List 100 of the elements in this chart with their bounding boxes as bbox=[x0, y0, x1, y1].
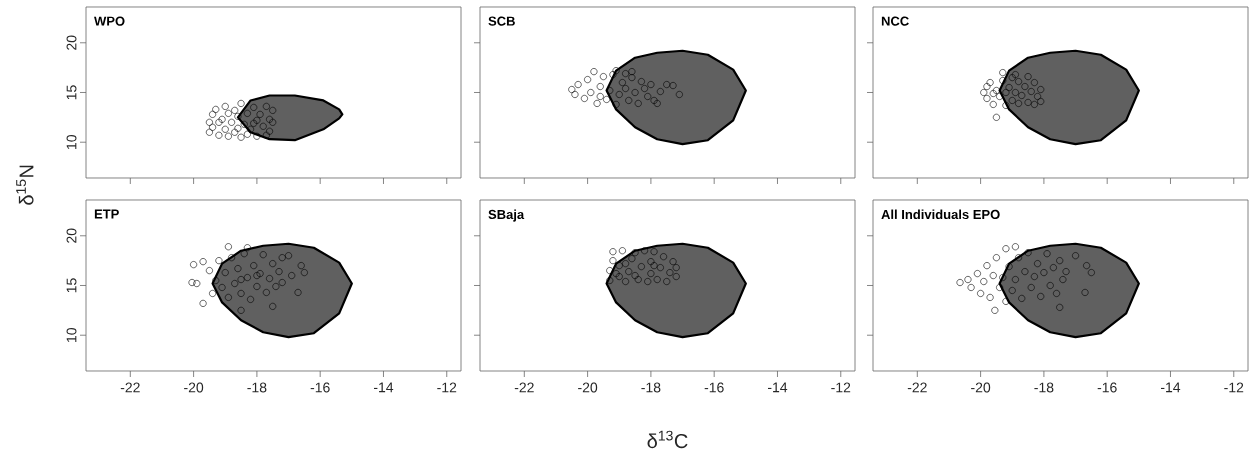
point bbox=[1018, 294, 1026, 302]
point bbox=[606, 277, 614, 285]
point bbox=[967, 283, 975, 291]
point bbox=[1034, 92, 1042, 100]
point bbox=[237, 276, 245, 284]
point bbox=[1081, 288, 1089, 296]
point bbox=[663, 81, 671, 89]
point bbox=[221, 269, 229, 277]
point bbox=[294, 288, 302, 296]
point bbox=[231, 128, 239, 136]
point bbox=[212, 277, 220, 285]
point bbox=[641, 85, 649, 93]
point bbox=[991, 306, 999, 314]
point bbox=[218, 115, 226, 123]
point bbox=[247, 295, 255, 303]
point bbox=[278, 254, 286, 262]
point bbox=[1087, 269, 1095, 277]
point bbox=[250, 262, 258, 270]
point bbox=[1008, 286, 1016, 294]
point bbox=[212, 105, 220, 113]
point bbox=[231, 280, 239, 288]
point bbox=[973, 270, 981, 278]
point bbox=[193, 280, 201, 288]
point bbox=[1008, 96, 1016, 104]
x-tick-label: -22 bbox=[120, 382, 140, 393]
point bbox=[590, 68, 598, 76]
point bbox=[989, 89, 997, 97]
point bbox=[1021, 83, 1029, 91]
point bbox=[628, 68, 636, 76]
y-tick-label: 20 bbox=[66, 35, 77, 50]
point bbox=[221, 102, 229, 110]
point bbox=[647, 81, 655, 89]
point bbox=[1046, 282, 1054, 289]
point bbox=[1034, 260, 1042, 268]
point bbox=[1037, 97, 1045, 105]
point bbox=[999, 69, 1007, 77]
point bbox=[218, 283, 226, 291]
point bbox=[1056, 257, 1064, 265]
point bbox=[259, 251, 267, 259]
point bbox=[1083, 262, 1091, 270]
point bbox=[250, 119, 258, 127]
point bbox=[631, 272, 639, 280]
point bbox=[224, 132, 232, 140]
point bbox=[228, 118, 236, 126]
point bbox=[215, 131, 223, 139]
point bbox=[599, 73, 607, 81]
point bbox=[256, 110, 264, 118]
point bbox=[571, 90, 579, 98]
x-tick-label: -14 bbox=[1160, 382, 1181, 393]
point bbox=[272, 282, 280, 290]
point bbox=[637, 263, 645, 271]
point bbox=[1011, 89, 1019, 96]
text: WPO bbox=[94, 16, 125, 26]
point bbox=[622, 85, 630, 93]
point bbox=[278, 279, 286, 287]
point bbox=[209, 123, 217, 131]
point bbox=[603, 95, 611, 103]
point bbox=[228, 254, 236, 262]
point bbox=[622, 70, 630, 78]
point bbox=[992, 113, 1000, 121]
point bbox=[1024, 98, 1032, 106]
point bbox=[628, 74, 636, 82]
point bbox=[653, 276, 661, 284]
point bbox=[574, 81, 582, 89]
point bbox=[992, 254, 1000, 262]
point bbox=[1040, 269, 1048, 277]
text: All Individuals EPO bbox=[881, 209, 1000, 220]
point bbox=[253, 116, 261, 124]
point bbox=[1024, 249, 1032, 257]
y-tick-label: 10 bbox=[66, 327, 77, 342]
point bbox=[656, 88, 664, 95]
x-tick-label: -22 bbox=[907, 382, 927, 393]
point bbox=[259, 122, 267, 130]
point bbox=[240, 120, 248, 128]
point bbox=[641, 247, 649, 255]
point bbox=[653, 99, 661, 107]
point bbox=[209, 289, 217, 297]
point bbox=[1030, 100, 1038, 108]
point bbox=[224, 293, 232, 301]
point bbox=[647, 270, 655, 278]
point bbox=[288, 272, 296, 280]
point bbox=[1053, 289, 1061, 297]
point bbox=[215, 257, 223, 265]
point bbox=[989, 100, 997, 108]
x-tick-label: -18 bbox=[247, 382, 267, 393]
point bbox=[266, 127, 274, 135]
point bbox=[262, 131, 270, 139]
y-tick-label: 15 bbox=[66, 278, 77, 293]
point bbox=[1030, 79, 1038, 87]
point bbox=[992, 87, 1000, 95]
text: SCB bbox=[488, 16, 515, 26]
point bbox=[584, 76, 592, 84]
point bbox=[675, 90, 683, 98]
point bbox=[231, 106, 239, 114]
point bbox=[631, 89, 639, 96]
x-tick-label: -16 bbox=[704, 382, 724, 393]
x-tick-label: -16 bbox=[310, 382, 330, 393]
point bbox=[625, 96, 633, 104]
text: NCC bbox=[881, 16, 909, 26]
point bbox=[262, 288, 270, 296]
